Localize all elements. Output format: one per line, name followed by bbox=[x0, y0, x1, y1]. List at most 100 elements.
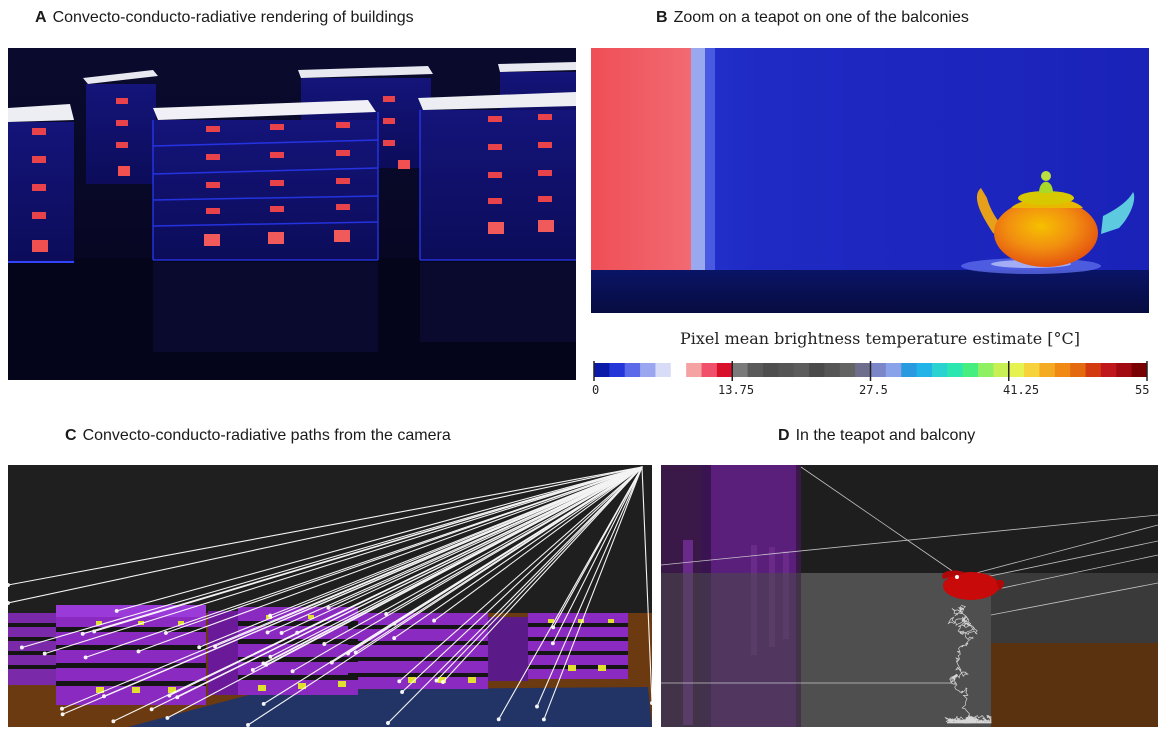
path-end-point bbox=[8, 601, 10, 605]
path-end-point bbox=[384, 612, 389, 616]
colorbar-swatch bbox=[839, 363, 856, 377]
camera-path-ray bbox=[442, 466, 643, 683]
camera-path-ray bbox=[393, 466, 643, 639]
colorbar-swatch bbox=[931, 363, 948, 377]
colorbar-swatch bbox=[901, 363, 917, 377]
colorbar-swatch bbox=[594, 363, 610, 377]
path-end-point bbox=[42, 651, 47, 656]
path-end-point bbox=[550, 641, 555, 646]
camera-path-ray bbox=[543, 466, 643, 720]
camera-path-ray bbox=[398, 466, 643, 682]
colorbar-swatch bbox=[993, 363, 1010, 377]
colorbar-swatch bbox=[793, 363, 810, 377]
panel-a-title-text: Convecto-conducto-radiative rendering of… bbox=[52, 9, 414, 26]
path-end-point bbox=[265, 630, 270, 635]
panel-c-title-text: Convecto-conducto-radiative paths from t… bbox=[82, 427, 451, 444]
panel-d-image bbox=[661, 465, 1158, 727]
colorbar-swatch bbox=[716, 363, 733, 377]
colorbar-swatch bbox=[870, 363, 887, 377]
camera-path-ray bbox=[385, 466, 643, 615]
colorbar-swatch bbox=[624, 363, 641, 377]
camera-path-ray bbox=[536, 466, 643, 708]
path-end-point bbox=[250, 667, 255, 672]
colorbar-swatch bbox=[947, 363, 964, 377]
path-end-point bbox=[551, 625, 556, 630]
path-end-point bbox=[83, 655, 88, 660]
path-end-point bbox=[397, 679, 402, 684]
path-end-point bbox=[400, 690, 405, 694]
colorbar-swatch bbox=[855, 363, 871, 377]
panel-b-title: B Zoom on a teapot on one of the balconie… bbox=[656, 9, 969, 27]
colorbar-swatch bbox=[1116, 363, 1133, 377]
colorbar-swatch bbox=[640, 363, 656, 377]
path-end-point bbox=[268, 654, 273, 659]
camera-path-ray bbox=[435, 466, 643, 682]
path-end-point bbox=[149, 707, 154, 712]
camera-path-ray bbox=[165, 466, 643, 634]
colorbar-swatch bbox=[885, 363, 902, 377]
path-end-point bbox=[353, 650, 358, 655]
camera-path-ray bbox=[269, 466, 643, 658]
path-end-point bbox=[386, 721, 390, 725]
panel-a-letter: A bbox=[35, 9, 47, 26]
camera-path-ray bbox=[21, 466, 643, 649]
path-end-point bbox=[80, 631, 85, 636]
path-end-point bbox=[213, 644, 217, 649]
path-end-point bbox=[432, 618, 437, 623]
path-end-point bbox=[8, 583, 10, 587]
camera-path-ray bbox=[116, 466, 643, 612]
panel-d-title: D In the teapot and balcony bbox=[778, 427, 975, 445]
colorbar-tick-1: 13.75 bbox=[718, 383, 755, 397]
colorbar-graphic bbox=[593, 361, 1148, 381]
path-end-point bbox=[19, 645, 24, 650]
camera-path-ray bbox=[8, 466, 643, 586]
path-end-point bbox=[535, 704, 539, 709]
path-end-point bbox=[114, 608, 119, 613]
camera-path-ray bbox=[281, 466, 643, 634]
panel-b-image bbox=[591, 48, 1149, 313]
colorbar-swatch bbox=[762, 363, 779, 377]
colorbar-swatch bbox=[1131, 363, 1148, 377]
camera-path-ray bbox=[552, 466, 643, 644]
colorbar-tick-2: 27.5 bbox=[859, 383, 888, 397]
panel-c-title: C Convecto-conducto-radiative paths from … bbox=[65, 427, 451, 445]
path-end-point bbox=[197, 645, 202, 650]
camera-path-ray bbox=[8, 466, 643, 604]
camera-path-ray bbox=[247, 466, 643, 726]
colorbar-swatch bbox=[978, 363, 994, 377]
path-end-point bbox=[165, 715, 170, 720]
path-end-point bbox=[496, 717, 501, 722]
colorbar-swatch bbox=[1039, 363, 1056, 377]
path-end-point bbox=[60, 712, 65, 717]
colorbar-swatch bbox=[1024, 363, 1040, 377]
path-end-point bbox=[60, 706, 64, 711]
colorbar-swatch bbox=[778, 363, 795, 377]
colorbar-swatch bbox=[1008, 363, 1025, 377]
panel-d-title-text: In the teapot and balcony bbox=[795, 427, 976, 444]
camera-path-ray bbox=[44, 466, 643, 655]
colorbar-swatch bbox=[824, 363, 841, 377]
camera-path-ray bbox=[62, 466, 643, 715]
path-end-point bbox=[246, 723, 250, 727]
camera-path-ray bbox=[137, 466, 643, 652]
colorbar-tick-0: 0 bbox=[592, 383, 600, 397]
camera-path-ray bbox=[387, 466, 643, 724]
path-end-point bbox=[167, 693, 172, 698]
path-end-point bbox=[261, 701, 266, 706]
path-end-point bbox=[434, 678, 439, 683]
path-end-point bbox=[650, 701, 652, 705]
colorbar-tick-4: 55 bbox=[1135, 383, 1150, 397]
path-end-point bbox=[111, 719, 116, 724]
colorbar-swatch bbox=[686, 363, 702, 377]
path-end-point bbox=[290, 669, 295, 674]
path-end-point bbox=[268, 613, 273, 618]
panel-d-letter: D bbox=[778, 427, 790, 444]
colorbar: 0 13.75 27.5 41.25 55 bbox=[591, 357, 1152, 405]
path-end-point bbox=[322, 642, 327, 646]
camera-path-ray bbox=[323, 466, 643, 645]
panel-a-image bbox=[8, 48, 576, 380]
colorbar-title: Pixel mean brightness temperature estima… bbox=[680, 329, 1080, 348]
panel-a-title: A Convecto-conducto-radiative rendering o… bbox=[35, 9, 414, 27]
path-end-point bbox=[541, 717, 546, 722]
camera-path-ray bbox=[151, 466, 643, 710]
